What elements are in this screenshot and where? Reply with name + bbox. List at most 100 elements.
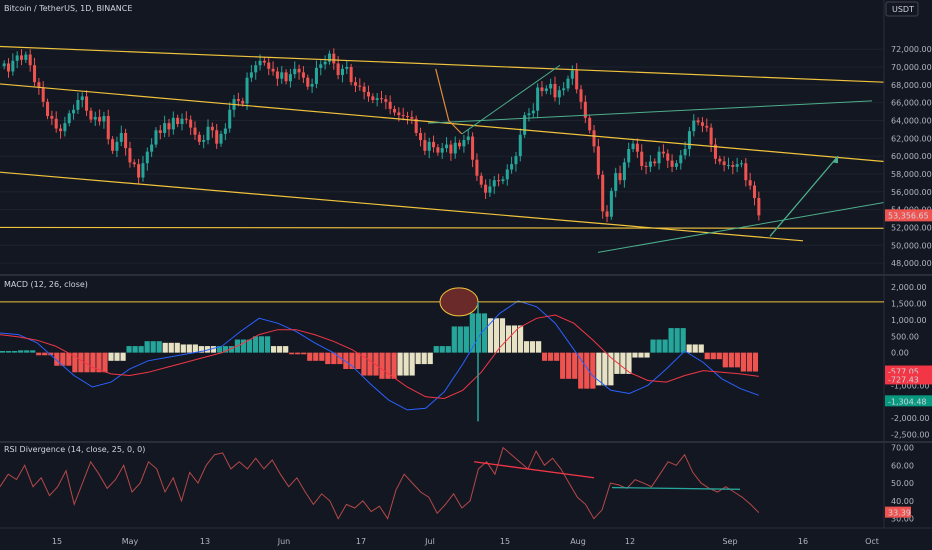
price-tick-label: 68,000.00 xyxy=(891,81,932,90)
macd-histogram-bar xyxy=(60,352,66,366)
candle-body xyxy=(258,60,262,66)
candle-body xyxy=(601,174,605,212)
macd-histogram-bar xyxy=(596,352,602,386)
candle-body xyxy=(28,54,32,66)
candle-body xyxy=(254,65,258,73)
candle-body xyxy=(310,83,314,87)
candle-body xyxy=(132,162,136,165)
candle-body xyxy=(497,180,501,182)
macd-histogram-bar xyxy=(740,352,746,372)
candle-body xyxy=(167,123,171,130)
macd-histogram-bar xyxy=(626,352,632,374)
candle-body xyxy=(11,60,15,72)
macd-histogram-bar xyxy=(463,326,469,353)
candle-body xyxy=(115,141,119,151)
currency-button[interactable] xyxy=(885,1,919,17)
candle-body xyxy=(648,161,652,167)
macd-histogram-bar xyxy=(192,344,198,353)
price-tick-label: 58,000.00 xyxy=(891,170,932,179)
macd-histogram-bar xyxy=(114,352,120,361)
rsi-tick-label: 50.00 xyxy=(891,479,914,488)
candle-body xyxy=(33,65,37,83)
rsi-tick-label: 70.00 xyxy=(891,444,914,453)
macd-histogram-bar xyxy=(174,342,180,353)
macd-histogram-bar xyxy=(385,352,391,379)
candle-body xyxy=(228,109,232,129)
rsi-tick-label: 60.00 xyxy=(891,461,914,470)
macd-tick-label: 500.00 xyxy=(891,332,919,341)
price-tick-label: 72,000.00 xyxy=(891,45,932,54)
candle-body xyxy=(388,101,392,109)
macd-histogram-bar xyxy=(752,352,759,372)
macd-value-label: -727.43 xyxy=(888,375,919,384)
macd-histogram-bar xyxy=(734,352,740,368)
candle-body xyxy=(518,134,522,157)
x-tick-label: Aug xyxy=(570,537,586,546)
macd-value-badge xyxy=(885,365,932,377)
candle-body xyxy=(644,165,648,167)
macd-histogram-bar xyxy=(511,325,518,353)
macd-histogram-bar xyxy=(614,352,620,374)
macd-histogram-bar xyxy=(572,352,578,379)
candle-body xyxy=(54,118,58,129)
candle-body xyxy=(514,156,518,165)
macd-histogram-bar xyxy=(108,352,114,361)
macd-histogram-bar xyxy=(710,352,716,360)
macd-histogram-bar xyxy=(728,352,734,368)
candle-body xyxy=(314,67,318,84)
macd-histogram-bar xyxy=(313,352,319,361)
candle-body xyxy=(501,179,505,182)
candle-body xyxy=(666,153,670,161)
candle-body xyxy=(453,142,457,154)
macd-histogram-bar xyxy=(379,352,385,379)
macd-histogram-bar xyxy=(168,342,174,353)
candle-body xyxy=(63,123,67,132)
price-tick-label: 48,000.00 xyxy=(891,259,932,268)
candle-body xyxy=(145,151,149,164)
candle-body xyxy=(440,148,444,153)
macd-histogram-bar xyxy=(698,344,704,353)
candle-body xyxy=(661,151,665,154)
candle-body xyxy=(111,139,115,151)
candle-body xyxy=(692,120,696,132)
macd-histogram-bar xyxy=(578,352,584,389)
green-trend-line xyxy=(427,100,873,124)
macd-line xyxy=(0,300,759,411)
candle-body xyxy=(488,186,492,193)
candle-body xyxy=(37,82,41,88)
candle-body xyxy=(362,86,366,92)
projection-arrow xyxy=(769,155,839,237)
candle-body xyxy=(271,68,275,72)
x-tick-label: 15 xyxy=(52,537,62,546)
candle-body xyxy=(397,112,401,116)
current-price-label: 53,356.65 xyxy=(888,211,929,220)
candle-body xyxy=(627,149,631,163)
macd-histogram-bar xyxy=(126,346,132,353)
candle-body xyxy=(319,64,323,68)
symbol-title: Bitcoin / TetherUS, 1D, BINANCE xyxy=(4,4,132,13)
candle-body xyxy=(297,68,301,73)
candle-body xyxy=(471,136,475,160)
candle-body xyxy=(579,89,583,102)
macd-histogram-bar xyxy=(289,352,295,355)
candle-body xyxy=(553,83,557,98)
price-tick-label: 70,000.00 xyxy=(891,63,932,72)
macd-value-badge xyxy=(885,373,932,385)
candle-body xyxy=(267,62,271,69)
macd-histogram-bar xyxy=(638,352,644,358)
candle-body xyxy=(757,198,761,216)
candle-body xyxy=(379,98,384,100)
macd-tick-label: 1,000.00 xyxy=(891,316,927,325)
candle-body xyxy=(323,61,327,65)
price-tick-label: 56,000.00 xyxy=(891,188,932,197)
candle-body xyxy=(566,78,570,89)
macd-histogram-bar xyxy=(746,352,753,372)
candle-body xyxy=(215,130,219,144)
candle-body xyxy=(505,169,509,180)
candle-body xyxy=(739,163,744,165)
candle-body xyxy=(384,99,388,102)
macd-histogram-bar xyxy=(240,339,247,353)
rsi-divergence-line xyxy=(611,486,741,490)
x-tick-label: Jun xyxy=(277,537,291,546)
